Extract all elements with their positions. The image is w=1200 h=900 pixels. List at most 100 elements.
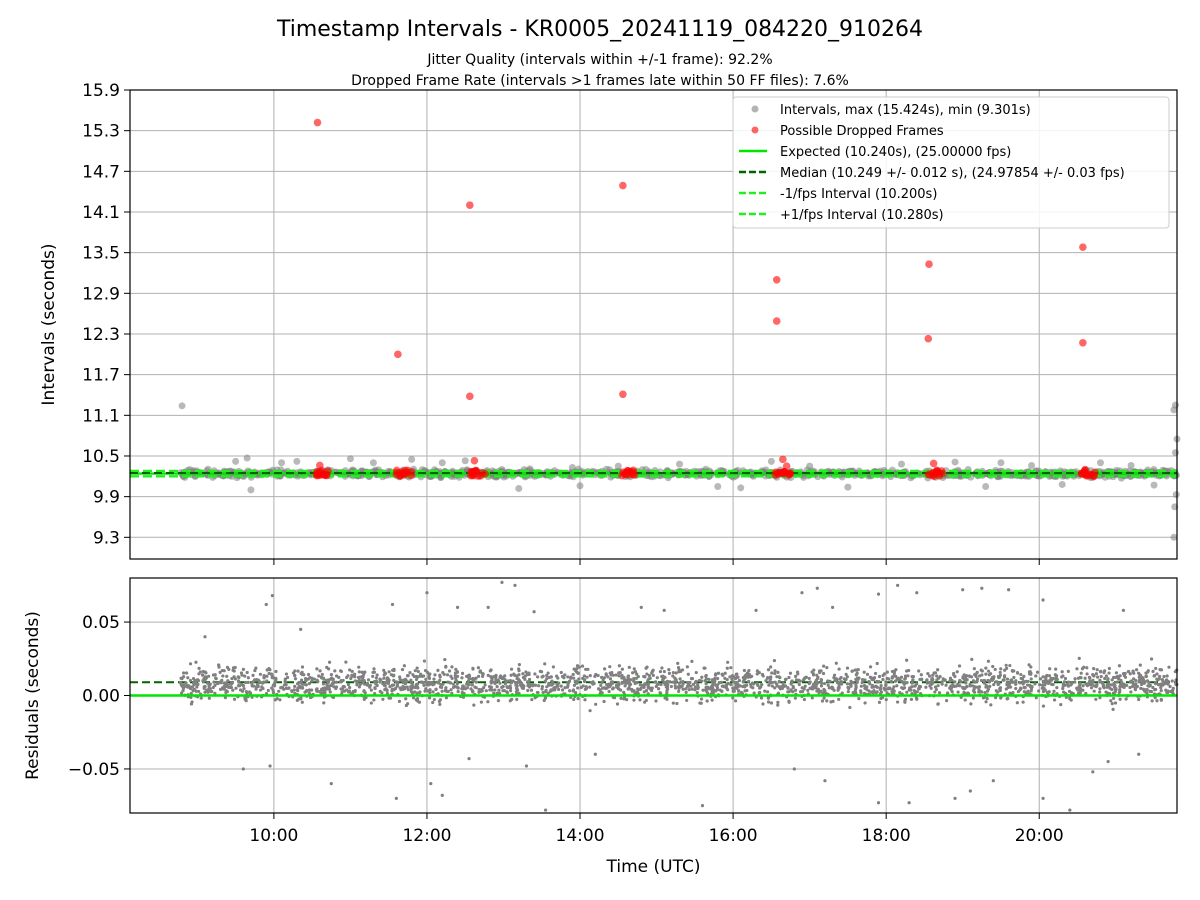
residual-point — [199, 696, 203, 700]
residual-point — [463, 687, 467, 691]
residual-point — [239, 671, 244, 675]
residual-point — [547, 675, 551, 680]
residual-point — [704, 673, 708, 678]
residual-point — [1153, 688, 1157, 692]
residual-point — [1059, 702, 1063, 707]
residual-point — [803, 684, 807, 688]
residual-point — [451, 682, 455, 686]
residual-point — [619, 688, 623, 692]
residual-point — [497, 691, 502, 695]
residual-point — [936, 668, 940, 672]
residual-point — [431, 683, 435, 687]
residual-point — [189, 702, 194, 706]
residual-point — [318, 669, 322, 673]
residual-point — [526, 688, 530, 693]
residual-point — [304, 677, 308, 681]
residual-point — [916, 687, 921, 691]
residual-point — [1004, 687, 1008, 691]
residual-point — [1135, 684, 1140, 689]
residual-point — [350, 669, 354, 674]
residual-point — [410, 682, 414, 686]
residual-point — [895, 700, 900, 704]
residual-point — [495, 691, 499, 695]
residual-point — [297, 697, 301, 701]
residual-point — [326, 680, 330, 685]
residual-point — [374, 679, 379, 683]
residual-point — [315, 667, 319, 671]
residual-point — [646, 678, 650, 683]
residual-point — [669, 684, 673, 689]
residual-point — [319, 691, 323, 695]
residual-point — [582, 674, 587, 678]
interval-point — [814, 473, 822, 481]
interval-point — [568, 464, 576, 472]
residual-point — [836, 688, 840, 692]
residual-point — [1054, 667, 1058, 671]
residual-point — [256, 684, 260, 689]
residual-point — [773, 686, 777, 690]
residual-point — [1110, 687, 1114, 692]
residual-point — [759, 685, 763, 689]
interval-point — [614, 462, 622, 470]
residual-point — [903, 677, 907, 681]
residual-point — [815, 673, 819, 677]
residual-point — [968, 682, 972, 686]
residual-point — [769, 701, 774, 705]
residual-point — [807, 681, 811, 686]
residual-point — [693, 688, 697, 692]
residual-point — [854, 673, 858, 677]
dropped-frame-point — [779, 455, 787, 464]
residual-point — [972, 690, 977, 694]
residual-point — [583, 698, 587, 702]
residual-point — [676, 666, 681, 670]
residual-point — [797, 682, 801, 687]
interval-point — [576, 482, 584, 490]
residual-point — [229, 685, 233, 690]
residual-point — [568, 689, 572, 693]
residual-point — [677, 689, 681, 693]
residual-point — [322, 701, 326, 705]
residual-point — [743, 689, 747, 693]
residual-point — [1133, 688, 1138, 692]
residual-point — [633, 670, 638, 674]
residual-point — [576, 686, 580, 690]
residual-point — [535, 690, 540, 695]
residual-point — [1026, 679, 1030, 684]
residual-point — [593, 752, 597, 756]
residual-point — [1006, 696, 1010, 701]
residual-point — [1138, 663, 1142, 667]
residual-point — [693, 685, 697, 689]
residual-point — [673, 686, 678, 690]
residual-point — [196, 682, 200, 687]
residual-point — [791, 686, 795, 690]
residual-point — [1015, 701, 1019, 705]
residual-point — [584, 667, 588, 671]
residual-point — [218, 687, 223, 691]
residual-point — [213, 673, 217, 677]
residual-point — [608, 665, 612, 669]
residual-point — [851, 691, 855, 695]
residual-point — [700, 804, 705, 808]
chart-subtitle-jitter: Jitter Quality (intervals within +/-1 fr… — [426, 52, 772, 68]
residual-point — [392, 678, 396, 682]
residual-point — [424, 687, 428, 691]
residual-point — [999, 667, 1003, 671]
residual-point — [822, 696, 826, 700]
residual-point — [642, 685, 646, 689]
residual-point — [358, 675, 362, 679]
residual-point — [346, 690, 351, 694]
residual-point — [634, 676, 638, 680]
interval-point — [178, 402, 186, 410]
residual-point — [1159, 697, 1163, 702]
residual-point — [999, 696, 1003, 700]
residual-point — [705, 699, 709, 703]
residual-point — [498, 681, 502, 685]
residual-point — [346, 683, 351, 687]
residual-point — [306, 677, 310, 681]
residual-point — [1128, 672, 1132, 676]
residual-point — [1048, 667, 1052, 671]
residual-point — [758, 690, 762, 695]
residual-point — [723, 676, 727, 680]
residual-point — [662, 669, 666, 674]
